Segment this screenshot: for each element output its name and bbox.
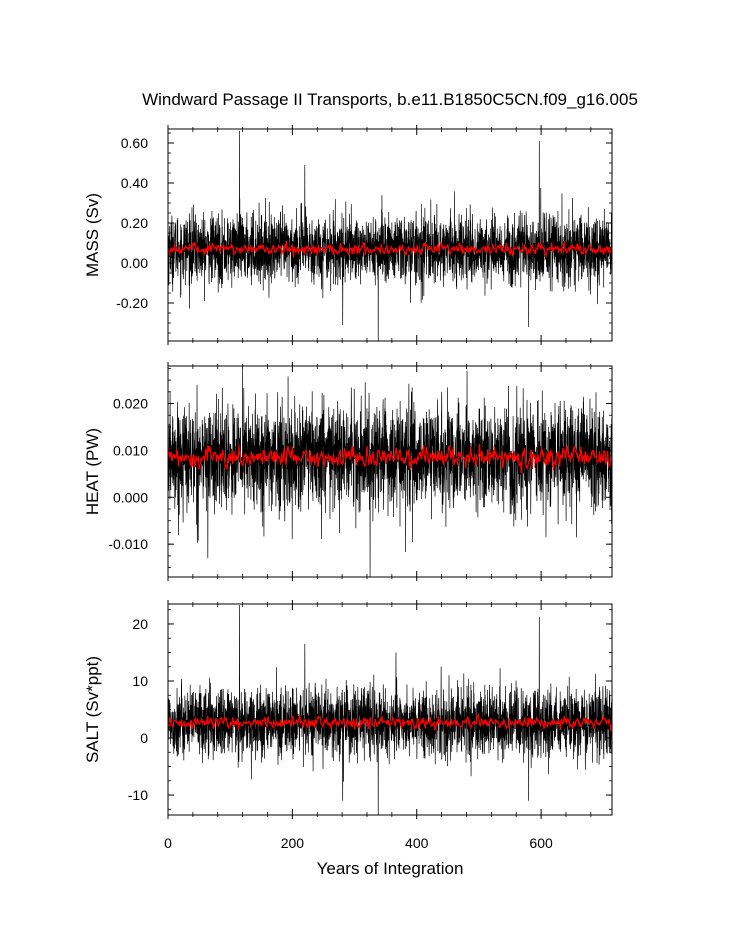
y-tick-label-heat: 0.010 bbox=[113, 442, 148, 458]
y-tick-label-salt: -10 bbox=[128, 787, 148, 803]
panel-mass: 0.60 0.40 0.20 0.00 -0.20 MASS (Sv) bbox=[83, 125, 613, 345]
annual-series-salt bbox=[168, 713, 612, 732]
plot-frame-heat bbox=[167, 365, 613, 578]
monthly-series-mass bbox=[168, 130, 612, 341]
x-axis-label: Years of Integration bbox=[317, 859, 464, 878]
monthly-series-heat bbox=[168, 366, 612, 577]
y-tick-label-mass: 0.60 bbox=[121, 135, 148, 151]
monthly-series-salt bbox=[168, 605, 612, 815]
x-tick-label: 400 bbox=[405, 835, 429, 851]
y-tick-label-heat: 0.020 bbox=[113, 396, 148, 412]
y-tick-label-salt: 10 bbox=[132, 673, 148, 689]
y-tick-label-salt: 0 bbox=[140, 730, 148, 746]
x-tick-label: 600 bbox=[529, 835, 553, 851]
y-axis-label-mass: MASS (Sv) bbox=[83, 193, 102, 277]
x-tick-label: 0 bbox=[164, 835, 172, 851]
panel-salt: 20 10 0 -10 SALT (Sv*ppt) 0 200 400 600 bbox=[83, 600, 613, 851]
y-tick-label-heat: 0.000 bbox=[113, 489, 148, 505]
chart-title: Windward Passage II Transports, b.e11.B1… bbox=[142, 90, 638, 109]
y-tick-label-mass: 0.00 bbox=[121, 255, 148, 271]
y-axis-label-salt: SALT (Sv*ppt) bbox=[83, 656, 102, 763]
annual-series-heat bbox=[168, 443, 612, 474]
y-tick-label-mass: 0.40 bbox=[121, 175, 148, 191]
x-tick-label: 200 bbox=[281, 835, 305, 851]
y-tick-label-mass: -0.20 bbox=[116, 295, 148, 311]
panel-heat: 0.020 0.010 0.000 -0.010 HEAT (PW) bbox=[83, 362, 613, 581]
y-tick-label-heat: -0.010 bbox=[108, 536, 148, 552]
annual-series-mass bbox=[168, 240, 612, 259]
y-tick-label-salt: 20 bbox=[132, 616, 148, 632]
y-axis-label-heat: HEAT (PW) bbox=[83, 428, 102, 515]
plot-frame-mass bbox=[167, 128, 613, 342]
y-tick-label-mass: 0.20 bbox=[121, 215, 148, 231]
